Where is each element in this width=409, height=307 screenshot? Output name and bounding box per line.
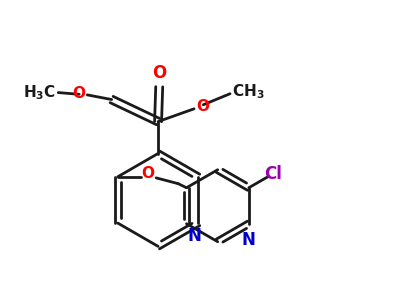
Text: N: N: [242, 231, 256, 249]
Text: O: O: [196, 99, 209, 114]
Text: O: O: [152, 64, 166, 82]
Text: O: O: [72, 86, 85, 101]
Text: Cl: Cl: [264, 165, 282, 183]
Text: N: N: [188, 227, 202, 245]
Text: O: O: [142, 166, 155, 181]
Text: $\mathregular{H_3C}$: $\mathregular{H_3C}$: [23, 83, 56, 102]
Text: $\mathregular{CH_3}$: $\mathregular{CH_3}$: [232, 82, 265, 101]
